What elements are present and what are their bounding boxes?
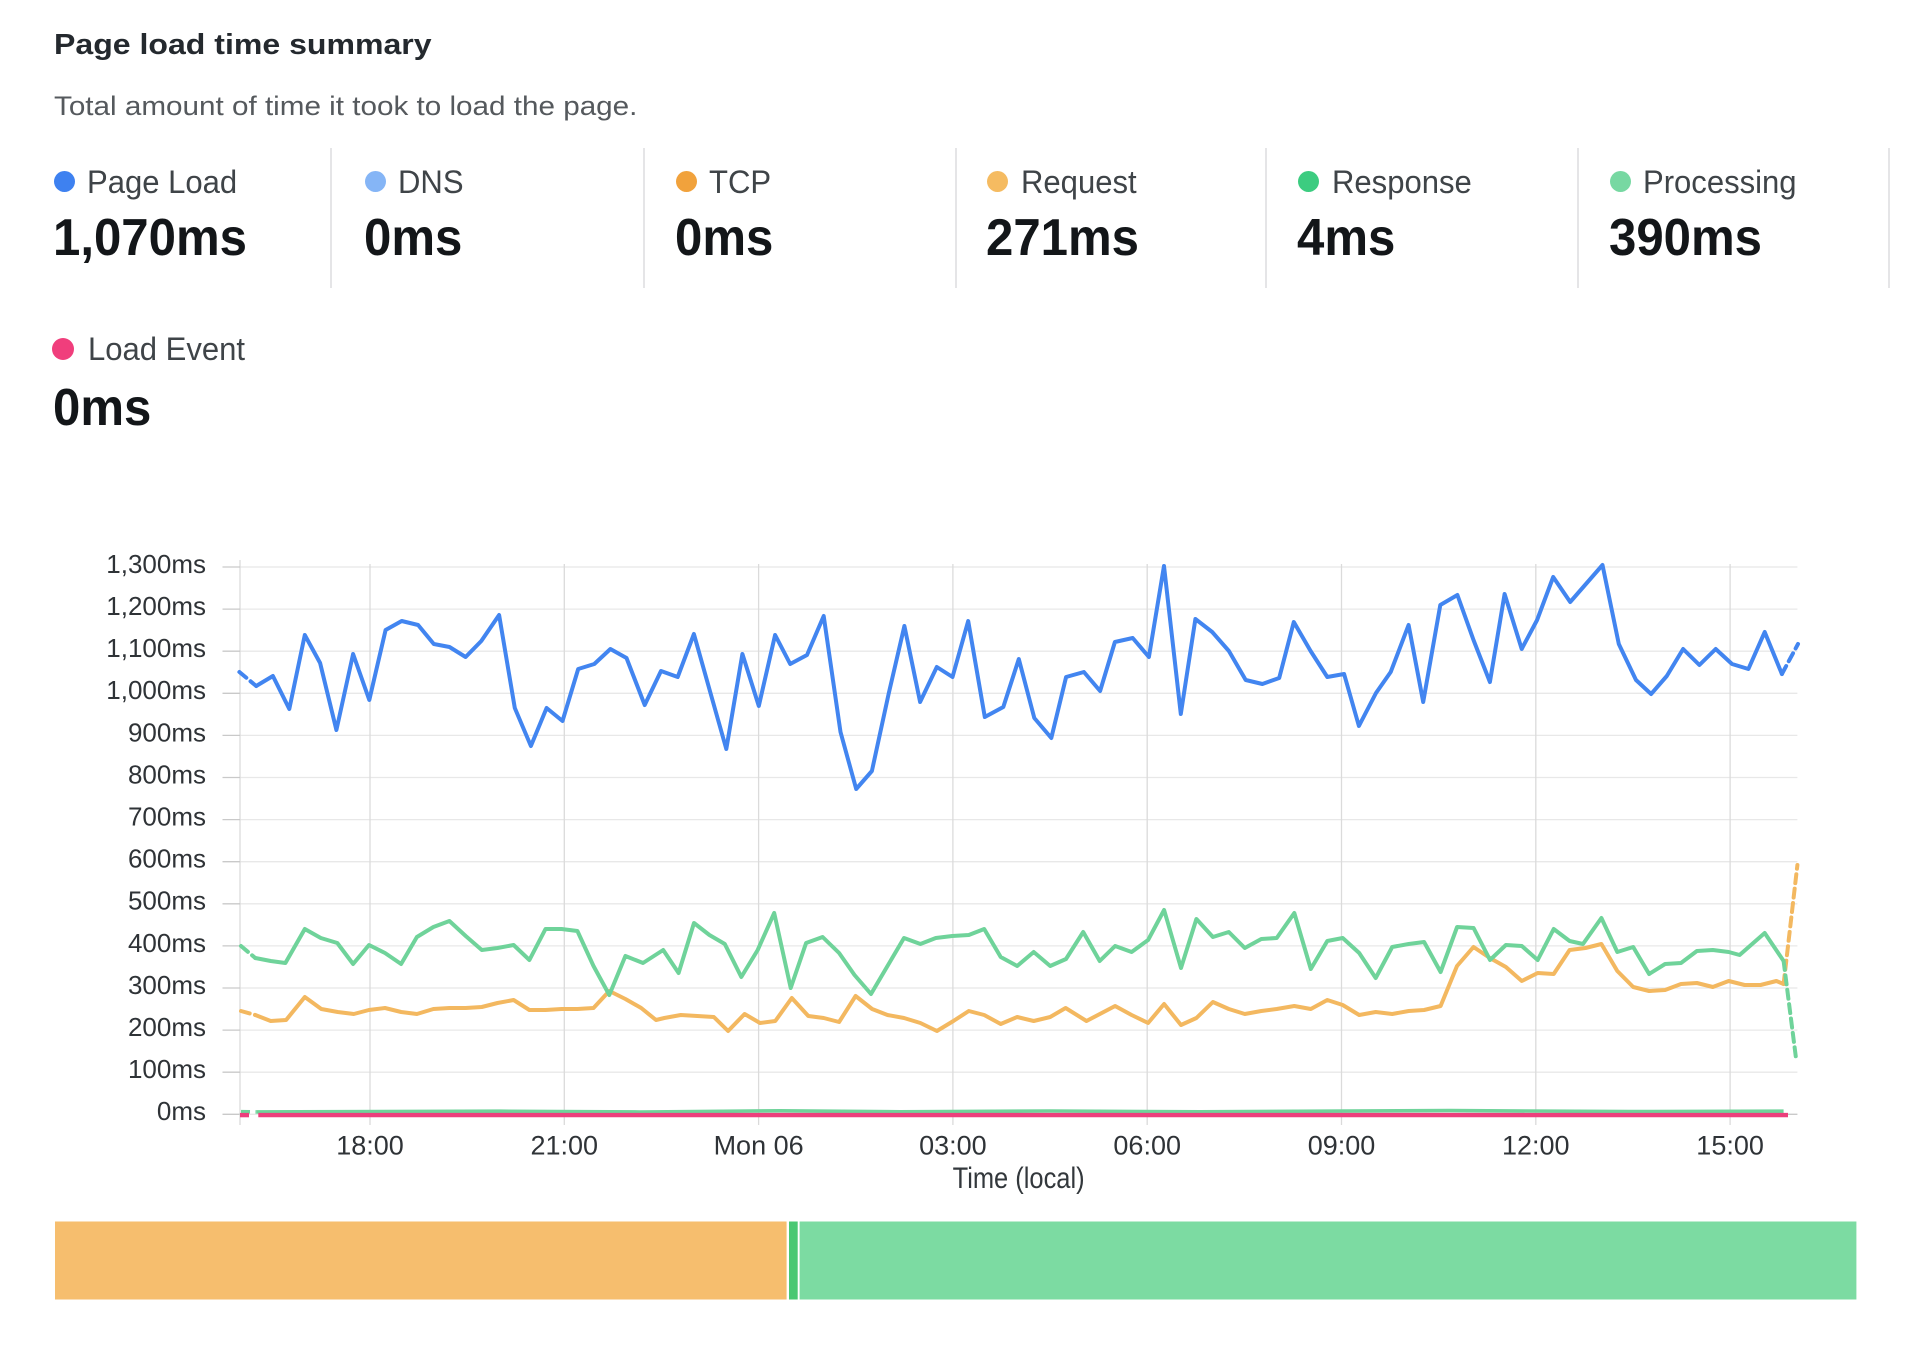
svg-text:700ms: 700ms [128, 802, 206, 832]
svg-text:400ms: 400ms [128, 928, 206, 958]
svg-text:09:00: 09:00 [1308, 1131, 1376, 1161]
svg-text:12:00: 12:00 [1502, 1131, 1570, 1161]
svg-text:1,300ms: 1,300ms [106, 549, 206, 579]
svg-text:300ms: 300ms [128, 970, 206, 1000]
svg-text:600ms: 600ms [128, 844, 206, 874]
svg-text:1,100ms: 1,100ms [106, 633, 206, 663]
svg-text:500ms: 500ms [128, 886, 206, 916]
svg-text:18:00: 18:00 [336, 1131, 404, 1161]
svg-text:1,000ms: 1,000ms [106, 675, 206, 705]
svg-text:900ms: 900ms [128, 717, 206, 747]
svg-text:Mon 06: Mon 06 [714, 1131, 804, 1161]
svg-text:0ms: 0ms [157, 1096, 206, 1126]
svg-text:15:00: 15:00 [1696, 1131, 1764, 1161]
svg-text:21:00: 21:00 [531, 1131, 599, 1161]
svg-text:200ms: 200ms [128, 1012, 206, 1042]
svg-text:1,200ms: 1,200ms [106, 591, 206, 621]
svg-text:100ms: 100ms [128, 1054, 206, 1084]
svg-text:06:00: 06:00 [1113, 1131, 1181, 1161]
svg-text:800ms: 800ms [128, 759, 206, 789]
svg-text:Time (local): Time (local) [953, 1162, 1085, 1195]
svg-text:03:00: 03:00 [919, 1131, 987, 1161]
